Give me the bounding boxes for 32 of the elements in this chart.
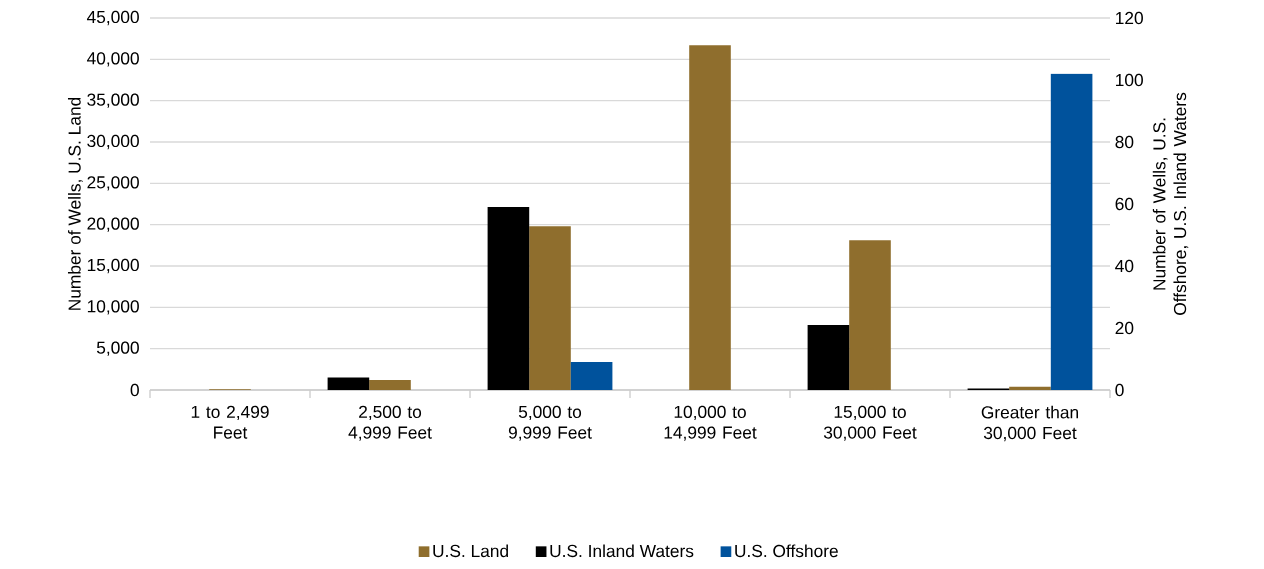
y-tick-label: 5,000 bbox=[96, 341, 139, 356]
y2-tick-label: 120 bbox=[1116, 11, 1143, 25]
y-axis-title: Number of Wells, U.S. Land bbox=[67, 97, 83, 310]
x-tick-label: 10,000 to 14,999 Feet bbox=[664, 405, 757, 441]
y2-tick-label: 80 bbox=[1115, 135, 1134, 149]
y2-axis-title: Number of Wells, U.S. Offshore, U.S. Inland Waters bbox=[1152, 92, 1189, 315]
y-tick-label: 0 bbox=[130, 383, 139, 397]
y-tick-label: 45,000 bbox=[86, 10, 139, 26]
y2-tick-label: 40 bbox=[1115, 259, 1134, 273]
x-tick-label: 2,500 to 4,999 Feet bbox=[348, 405, 432, 441]
y2-tick-label: 100 bbox=[1116, 73, 1143, 87]
bar bbox=[570, 362, 613, 390]
y2-tick-label: 20 bbox=[1115, 321, 1134, 335]
y-tick-label: 10,000 bbox=[87, 300, 139, 315]
y-tick-label: 15,000 bbox=[87, 258, 139, 274]
legend-label: U.S. Offshore bbox=[735, 544, 838, 558]
y-tick-label: 30,000 bbox=[87, 134, 139, 150]
bar bbox=[849, 240, 891, 390]
x-tick-label: 5,000 to 9,999 Feet bbox=[508, 405, 592, 441]
y-tick-label: 35,000 bbox=[87, 93, 139, 108]
legend-label: U.S. Inland Waters bbox=[550, 544, 694, 558]
legend-label: U.S. Land bbox=[433, 544, 508, 558]
x-tick-label: 1 to 2,499 Feet bbox=[191, 405, 269, 439]
bar bbox=[1050, 73, 1093, 390]
x-tick-label: Greater than 30,000 Feet bbox=[981, 405, 1078, 442]
y-tick-label: 25,000 bbox=[87, 176, 139, 191]
x-tick-label: 15,000 to 30,000 Feet bbox=[823, 405, 917, 441]
y-tick-label: 20,000 bbox=[87, 217, 139, 232]
bar bbox=[689, 45, 731, 390]
y2-tick-label: 60 bbox=[1115, 197, 1134, 211]
y-tick-label: 40,000 bbox=[86, 52, 139, 67]
y2-tick-label: 0 bbox=[1115, 383, 1124, 397]
